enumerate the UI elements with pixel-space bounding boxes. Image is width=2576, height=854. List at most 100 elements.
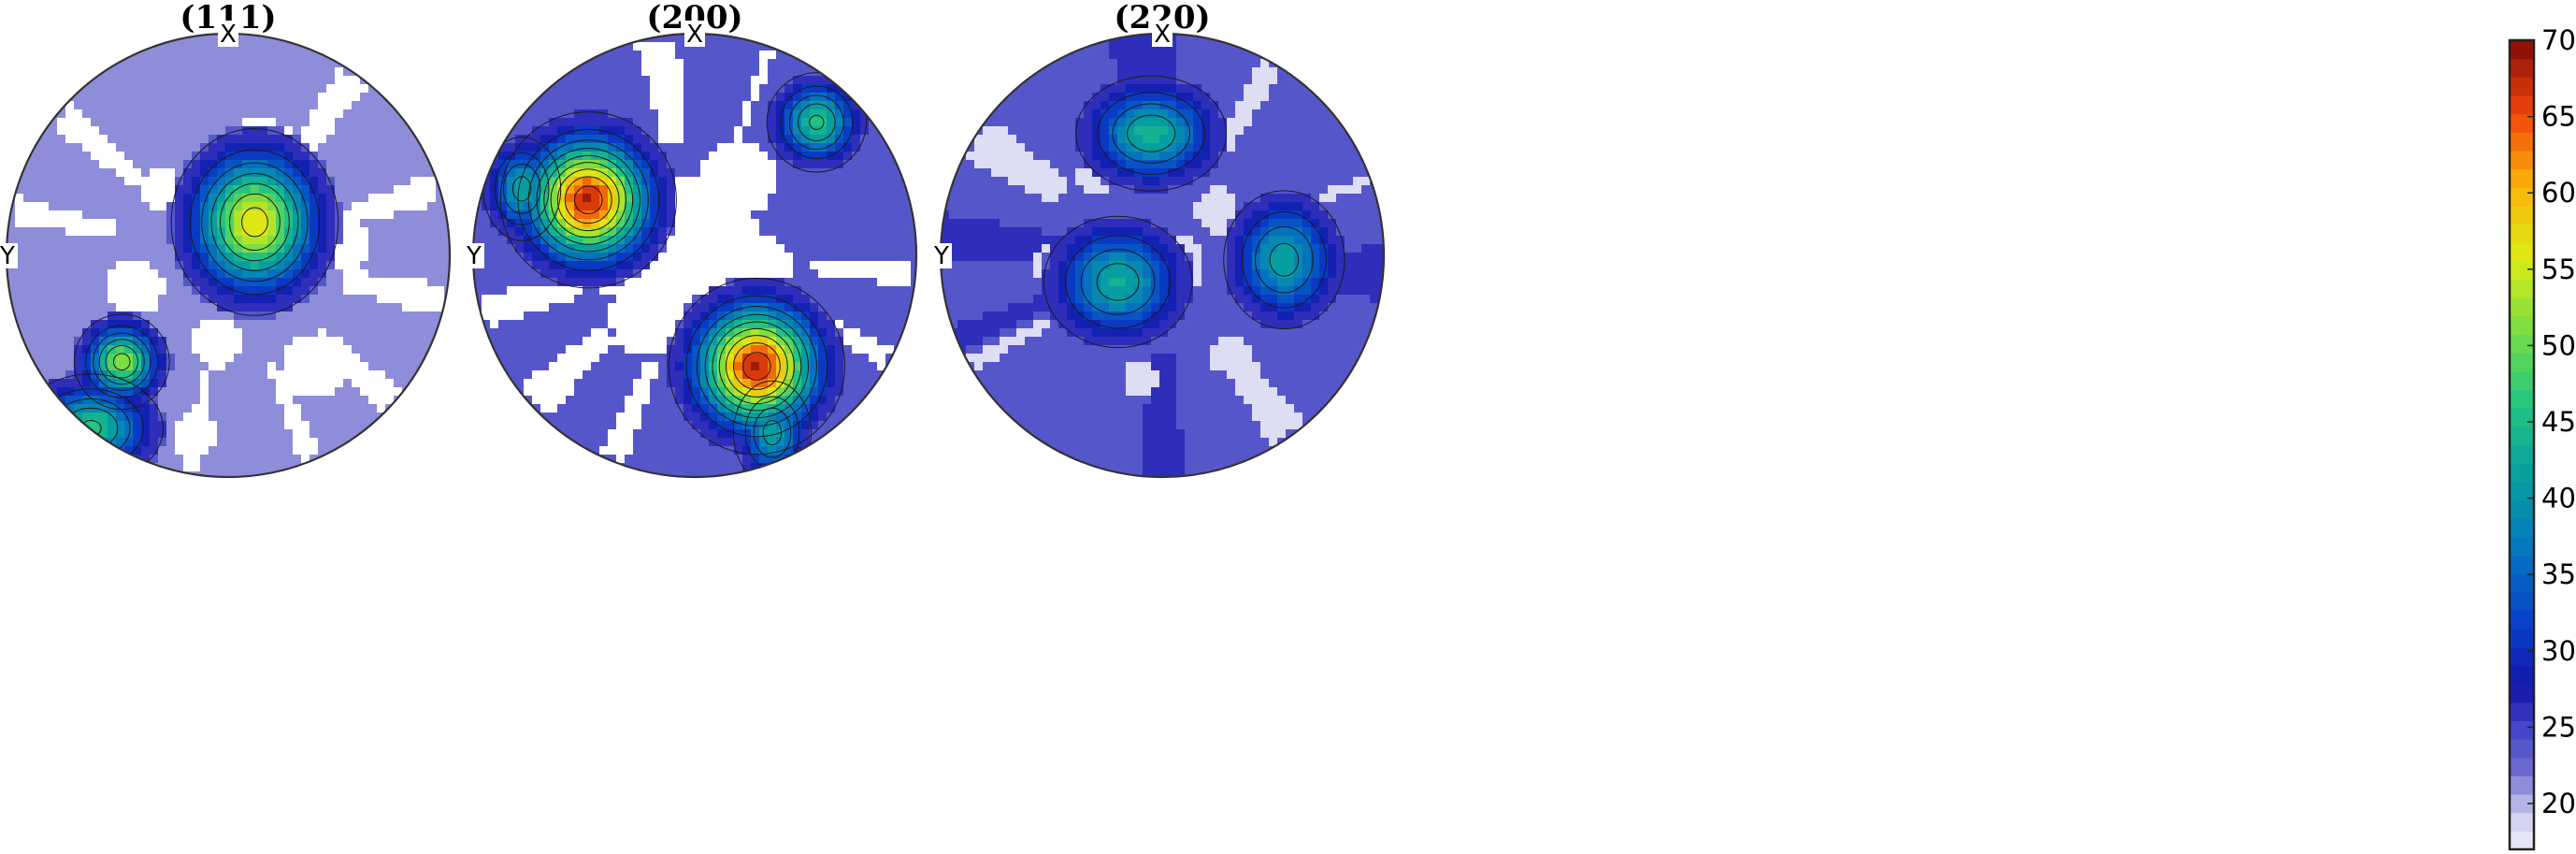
contour-line (1096, 263, 1140, 301)
contour-line (543, 154, 634, 245)
contour-line (1043, 215, 1193, 349)
colorbar-frame (2508, 38, 2536, 851)
peak-contours-0 (1075, 75, 1228, 192)
colorbar-segment (2510, 353, 2534, 372)
contour-line (712, 321, 802, 412)
colorbar-segment (2510, 610, 2534, 630)
colorbar-segment (2510, 573, 2534, 593)
colorbar-ticks: 20 25 30 35 40 45 50 55 60 65 70 (2527, 24, 2576, 819)
colorbar-segment (2510, 720, 2534, 740)
contour-line (499, 111, 677, 289)
colorbar-segment (2510, 242, 2534, 262)
contour-line (685, 295, 828, 438)
colorbar-tick-label: 65 (2541, 101, 2576, 133)
contour-line (809, 114, 825, 130)
contour-line (73, 313, 170, 411)
x-axis-label: X (220, 21, 237, 49)
colorbar-segment (2510, 408, 2534, 427)
contour-line (766, 72, 868, 173)
contour-line (229, 193, 281, 252)
contour-line (502, 164, 541, 214)
peak-contours-1 (1043, 215, 1193, 349)
colorbar-segment (2510, 132, 2534, 152)
colorbar-segment (2510, 831, 2534, 850)
contour-line (1080, 249, 1156, 315)
colorbar-tick-label: 70 (2541, 24, 2576, 56)
pole-figure-0: (111)XY (0, 0, 452, 479)
contour-line (511, 176, 532, 202)
colorbar-segment (2510, 518, 2534, 538)
contour-line (241, 207, 268, 238)
colorbar-tick-label: 45 (2541, 406, 2576, 438)
pole-figure-cells (941, 34, 1384, 477)
contour-line (573, 185, 603, 215)
colorbar-segment (2510, 794, 2534, 814)
peak-contours-0 (170, 128, 339, 316)
contour-line (550, 162, 626, 239)
pole-figure-panels: (111)XY(200)XY(220)XY (0, 0, 1386, 479)
colorbar-segment (2510, 463, 2534, 483)
contour-line (1255, 226, 1314, 294)
contour-line (780, 85, 854, 159)
contour-line (564, 176, 612, 224)
colorbar-tick-label: 25 (2541, 711, 2576, 743)
contour-line (210, 173, 299, 271)
contour-line (668, 277, 846, 456)
colorbar-segment (2510, 370, 2534, 391)
colorbar-segment (2510, 187, 2534, 207)
colorbar-segment (2510, 150, 2534, 170)
peak-contours-0 (499, 111, 677, 289)
contour-line (1112, 103, 1190, 164)
y-axis-label: Y (0, 242, 15, 270)
contour-line (798, 103, 836, 142)
contour-line (189, 149, 321, 296)
colorbar-segment (2510, 629, 2534, 648)
contour-line (93, 332, 151, 391)
contour-line (1223, 190, 1346, 330)
colorbar-segment (2510, 444, 2534, 464)
peak-contours-1 (73, 313, 170, 411)
contour-line (1075, 75, 1228, 192)
colorbar-segment (2510, 499, 2534, 519)
colorbar-segment (2510, 334, 2534, 354)
colorbar-segment (2510, 113, 2534, 133)
contour-line (85, 325, 159, 398)
contour-line (105, 344, 139, 379)
colorbar-segment (2510, 40, 2534, 60)
contour-line (696, 305, 817, 427)
colorbar-segment (2510, 646, 2534, 667)
colorbar: 20 25 30 35 40 45 50 55 60 65 70 (2508, 24, 2576, 851)
contour-line (220, 182, 290, 262)
colorbar-segment (2510, 168, 2534, 188)
contour-line (732, 342, 781, 390)
peak-contours-2 (766, 72, 868, 173)
colorbar-tick-label: 35 (2541, 558, 2576, 590)
contour-line (1241, 210, 1327, 309)
colorbar-segment (2510, 426, 2534, 446)
contour-line (201, 162, 309, 282)
colorbar-segments (2510, 40, 2534, 850)
contour-line (732, 380, 812, 477)
colorbar-segment (2510, 591, 2534, 612)
colorbar-segment (2510, 739, 2534, 759)
colorbar-tick-label: 60 (2541, 177, 2576, 209)
pole-figure-1: (200)XY (464, 0, 918, 479)
contour-line (112, 353, 131, 371)
colorbar-segment (2510, 260, 2534, 281)
pole-figure-2: (220)XY (931, 0, 1386, 479)
colorbar-tick-label: 40 (2541, 483, 2576, 514)
colorbar-segment (2510, 702, 2534, 721)
colorbar-segment (2510, 315, 2534, 336)
contour-line (704, 313, 810, 419)
colorbar-tick-label: 30 (2541, 635, 2576, 667)
colorbar-segment (2510, 224, 2534, 243)
colorbar-segment (2510, 58, 2534, 78)
colorbar-segment (2510, 536, 2534, 557)
contour-line (536, 148, 640, 253)
colorbar-segment (2510, 77, 2534, 96)
contour-line (742, 352, 771, 381)
colorbar-segment (2510, 775, 2534, 795)
y-axis-label: Y (933, 242, 949, 270)
peak-contours-2 (1223, 190, 1346, 330)
